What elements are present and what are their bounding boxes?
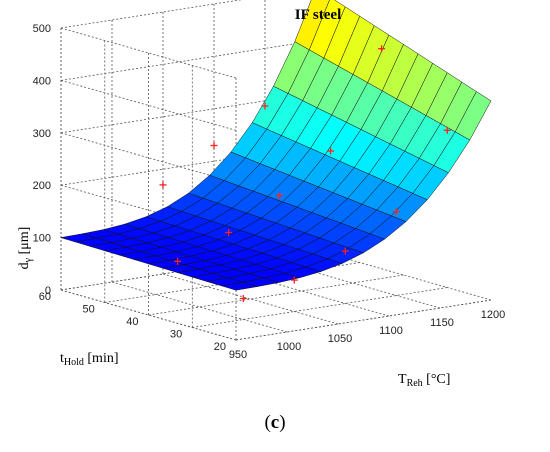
x-axis-label: TReh [°C] [398,372,450,389]
data-marker [174,257,182,265]
data-marker [443,126,451,134]
grid-line [60,92,317,134]
z-tick-label: 300 [33,128,51,140]
grid-line [60,0,243,29]
x-tick-label: 1150 [430,317,454,329]
data-marker [261,102,269,110]
figure-caption: (c) [264,412,286,433]
x-tick-label: 1100 [379,325,403,337]
data-marker [159,181,167,189]
y-tick-label: 50 [83,304,95,316]
y-tick-label: 60 [39,291,51,303]
data-marker [327,147,335,155]
data-marker [239,295,247,302]
grid-line [148,274,404,316]
y-axis-label: tHold [min] [60,351,119,368]
z-axis-label: dγ [μm] [17,227,34,270]
y-tick-label: 30 [170,329,182,341]
z-tick-label: 400 [33,75,51,87]
data-marker [276,192,284,200]
surface-patch [454,91,492,141]
tick-labels: 0 100 200 300 400 500 20 30 40 50 60 950 1000 1050 110… [33,23,506,361]
data-marker [290,276,298,284]
data-marker [225,229,233,236]
z-tick-label: 500 [33,23,51,35]
surface-mesh [60,0,492,291]
grid-line [192,287,448,328]
z-tick-label: 200 [33,180,51,192]
z-tick-label: 100 [33,233,51,245]
y-tick-label: 40 [126,316,138,328]
data-marker [210,142,218,149]
grid-line [60,40,317,81]
surface-plot: 0 100 200 300 400 500 20 30 40 50 60 950 1000 1050 110… [17,0,506,389]
grid-line [60,144,317,186]
x-tick-label: 950 [229,349,247,361]
z-tick-label: 0 [45,285,51,297]
x-tick-label: 1200 [481,309,505,321]
measured-points [159,45,451,302]
y-tick-label: 20 [214,341,226,353]
data-marker [378,45,386,53]
x-tick-label: 1000 [277,341,301,353]
caption-label: c [270,412,280,433]
chart-title: IF steel [295,7,342,23]
data-marker [392,208,400,216]
grid-line [235,299,492,341]
data-marker [341,247,349,255]
x-tick-label: 1050 [328,333,352,345]
